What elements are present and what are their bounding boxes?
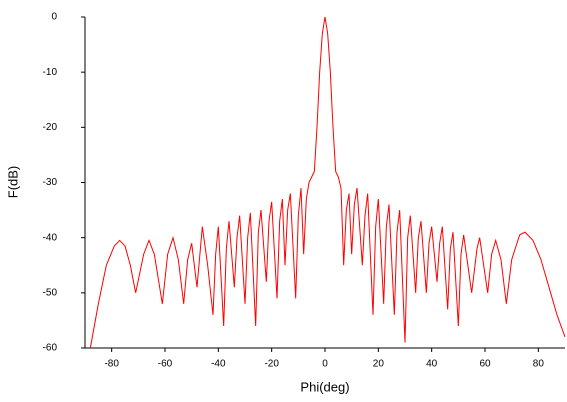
x-tick-label: -20: [264, 359, 279, 370]
data-line: [89, 16, 566, 349]
y-tick-label: 0: [51, 12, 57, 23]
x-tick-label: -40: [211, 359, 226, 370]
x-tick-label: 0: [322, 359, 328, 370]
y-tick-label: -50: [43, 287, 58, 298]
x-axis-title: Phi(deg): [300, 379, 349, 394]
y-tick-label: -10: [43, 67, 58, 78]
y-tick-label: -40: [43, 232, 58, 243]
x-tick-label: -80: [104, 359, 119, 370]
y-axis-title: F(dB): [5, 166, 20, 199]
x-tick-label: 20: [373, 359, 385, 370]
y-tick-label: -20: [43, 122, 58, 133]
x-tick-label: 60: [479, 359, 491, 370]
x-tick-label: 80: [533, 359, 545, 370]
y-tick-label: -60: [43, 343, 58, 354]
x-tick-label: 40: [426, 359, 438, 370]
y-tick-label: -30: [43, 177, 58, 188]
x-tick-label: -60: [158, 359, 173, 370]
